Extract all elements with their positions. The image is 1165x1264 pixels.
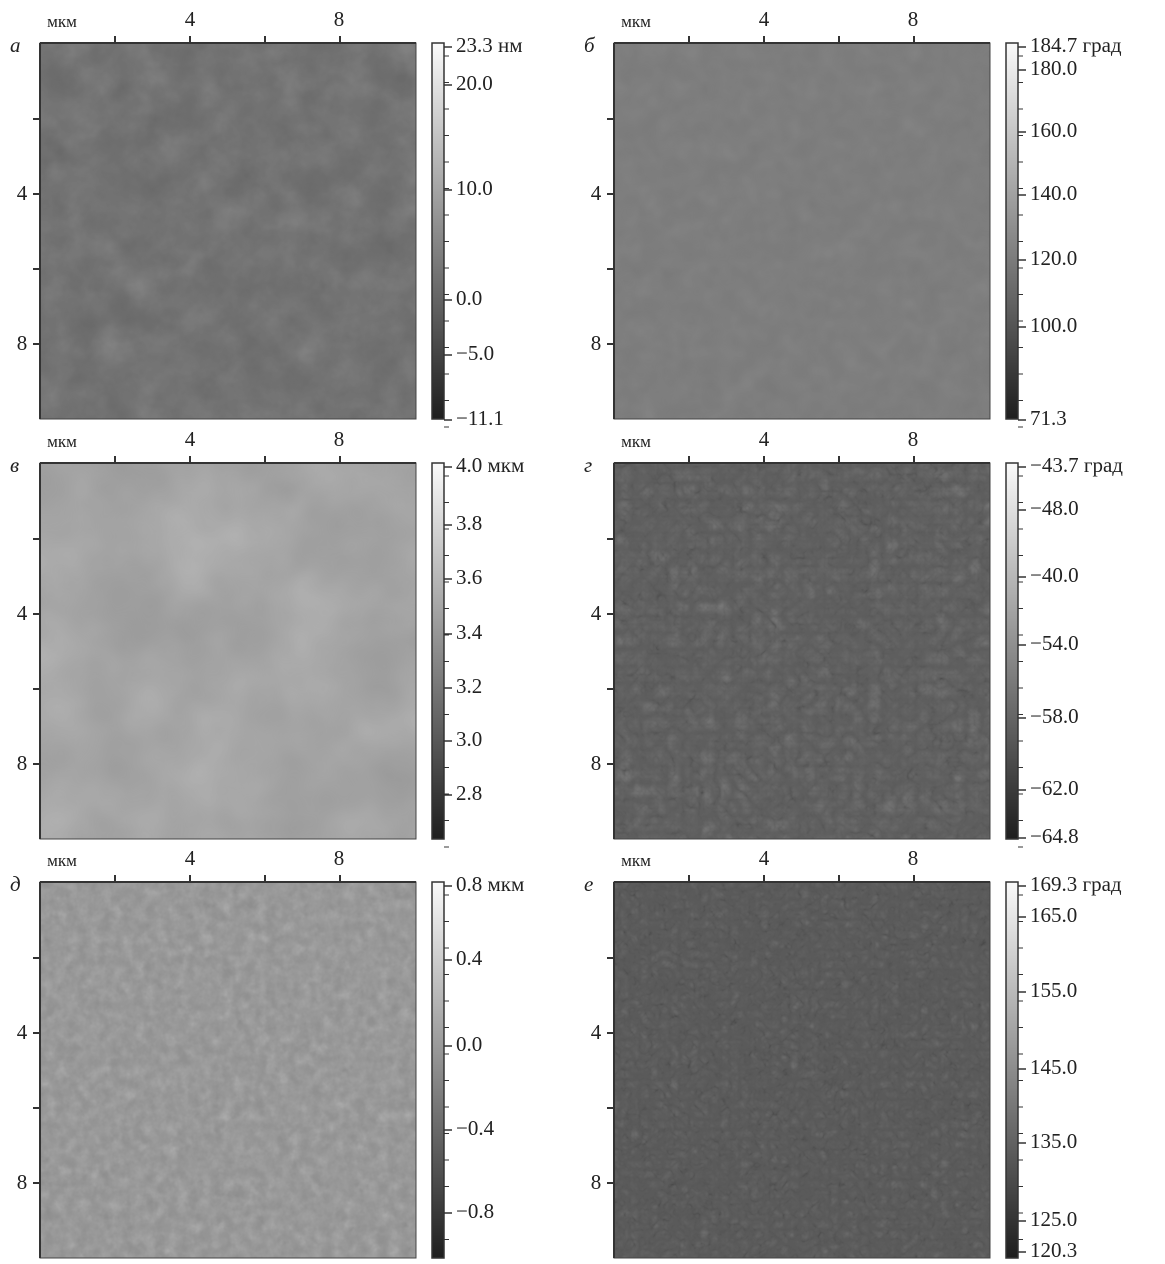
colorbar-label: −0.8: [456, 1199, 494, 1223]
y-tick-label: 8: [591, 331, 602, 355]
axis-unit: мкм: [621, 12, 651, 31]
x-tick-label: 4: [759, 427, 770, 451]
y-tick-label: 8: [17, 1170, 28, 1194]
panel: в мкм 4 8 4 8 4.0 мкм 3.8 3.6 3.4 3.2 3.0 2.8: [10, 427, 524, 847]
colorbar-label: 145.0: [1030, 1055, 1077, 1079]
axis-unit: мкм: [621, 432, 651, 451]
y-tick-label: 8: [591, 751, 602, 775]
colorbar-label: 3.0: [456, 727, 482, 751]
colorbar-label: 0.0: [456, 1032, 482, 1056]
scan-texture: [40, 882, 416, 1258]
x-tick-label: 4: [185, 7, 196, 31]
figure: а мкм 4 8 4 8 23.3 нм 20.0 10.0 0.0 −5.0 −11.1 б мкм 4…: [0, 0, 1165, 1264]
axis-unit: мкм: [47, 12, 77, 31]
panel-letter: а: [10, 33, 21, 57]
colorbar-label: 3.4: [456, 620, 483, 644]
colorbar-label: 0.4: [456, 946, 483, 970]
scan-texture: [614, 882, 990, 1258]
colorbar: [1006, 43, 1018, 419]
colorbar-label: −11.1: [456, 406, 504, 430]
x-tick-label: 8: [334, 427, 345, 451]
x-tick-label: 8: [908, 7, 919, 31]
panel: е мкм 4 8 4 8 169.3 град 165.0 155.0 145.0 135.0 12…: [584, 846, 1122, 1264]
colorbar-label: 180.0: [1030, 56, 1077, 80]
scan-texture: [40, 43, 416, 419]
colorbar-label: 20.0: [456, 71, 493, 95]
x-tick-label: 8: [908, 427, 919, 451]
panel-letter: в: [10, 453, 19, 477]
colorbar-label: 120.0: [1030, 246, 1077, 270]
colorbar-label: 100.0: [1030, 313, 1077, 337]
colorbar-label: −54.0: [1030, 631, 1079, 655]
colorbar: [432, 463, 444, 839]
colorbar-label: −5.0: [456, 341, 494, 365]
colorbar-label: −43.7 град: [1030, 453, 1123, 477]
colorbar: [432, 882, 444, 1258]
panel-letter: е: [584, 872, 593, 896]
colorbar-label: 169.3 град: [1030, 872, 1122, 896]
y-tick-label: 4: [17, 1020, 28, 1044]
panel: д мкм 4 8 4 8 0.8 мкм 0.4 0.0 −0.4 −0.8: [10, 846, 524, 1264]
x-tick-label: 4: [759, 846, 770, 870]
x-tick-label: 4: [759, 7, 770, 31]
colorbar: [432, 43, 444, 419]
axis-unit: мкм: [621, 851, 651, 870]
axis-unit: мкм: [47, 432, 77, 451]
x-tick-label: 4: [185, 846, 196, 870]
colorbar-label: 2.8: [456, 781, 482, 805]
colorbar: [1006, 463, 1018, 839]
colorbar-label: 23.3 нм: [456, 33, 523, 57]
y-tick-label: 4: [591, 181, 602, 205]
colorbar: [1006, 882, 1018, 1258]
colorbar-label: 71.3: [1030, 406, 1067, 430]
colorbar-label: −58.0: [1030, 704, 1079, 728]
panel-letter: д: [10, 872, 21, 896]
y-tick-label: 4: [591, 601, 602, 625]
y-tick-label: 4: [17, 601, 28, 625]
axis-unit: мкм: [47, 851, 77, 870]
y-tick-label: 8: [591, 1170, 602, 1194]
colorbar-label: 165.0: [1030, 903, 1077, 927]
colorbar-label: 155.0: [1030, 978, 1077, 1002]
colorbar-label: −0.4: [456, 1116, 495, 1140]
colorbar-label: −40.0: [1030, 563, 1079, 587]
panel: г мкм 4 8 4 8 −43.7 град −48.0 −40.0 −54.0 −58.0 −6…: [584, 427, 1123, 848]
y-tick-label: 4: [17, 181, 28, 205]
x-tick-label: 8: [334, 7, 345, 31]
colorbar-label: −48.0: [1030, 496, 1079, 520]
x-tick-label: 8: [334, 846, 345, 870]
colorbar-label: 0.0: [456, 286, 482, 310]
scan-texture: [614, 463, 990, 839]
colorbar-label: 10.0: [456, 176, 493, 200]
colorbar-label: 140.0: [1030, 181, 1077, 205]
colorbar-label: 184.7 град: [1030, 33, 1122, 57]
scan-texture: [614, 43, 990, 419]
colorbar-label: 3.8: [456, 511, 482, 535]
colorbar-label: 120.3: [1030, 1238, 1077, 1262]
y-tick-label: 8: [17, 751, 28, 775]
y-tick-label: 8: [17, 331, 28, 355]
colorbar-label: 3.2: [456, 674, 482, 698]
panel: а мкм 4 8 4 8 23.3 нм 20.0 10.0 0.0 −5.0 −11.1: [10, 7, 523, 430]
colorbar-label: 3.6: [456, 565, 482, 589]
colorbar-label: 0.8 мкм: [456, 872, 524, 896]
colorbar-label: −64.8: [1030, 824, 1079, 848]
panel-letter: г: [584, 453, 592, 477]
colorbar-label: 135.0: [1030, 1129, 1077, 1153]
colorbar-label: 160.0: [1030, 118, 1077, 142]
x-tick-label: 4: [185, 427, 196, 451]
colorbar-label: 4.0 мкм: [456, 453, 524, 477]
colorbar-label: −62.0: [1030, 776, 1079, 800]
panel-letter: б: [584, 33, 596, 57]
x-tick-label: 8: [908, 846, 919, 870]
colorbar-label: 125.0: [1030, 1207, 1077, 1231]
y-tick-label: 4: [591, 1020, 602, 1044]
scan-texture: [40, 463, 416, 839]
